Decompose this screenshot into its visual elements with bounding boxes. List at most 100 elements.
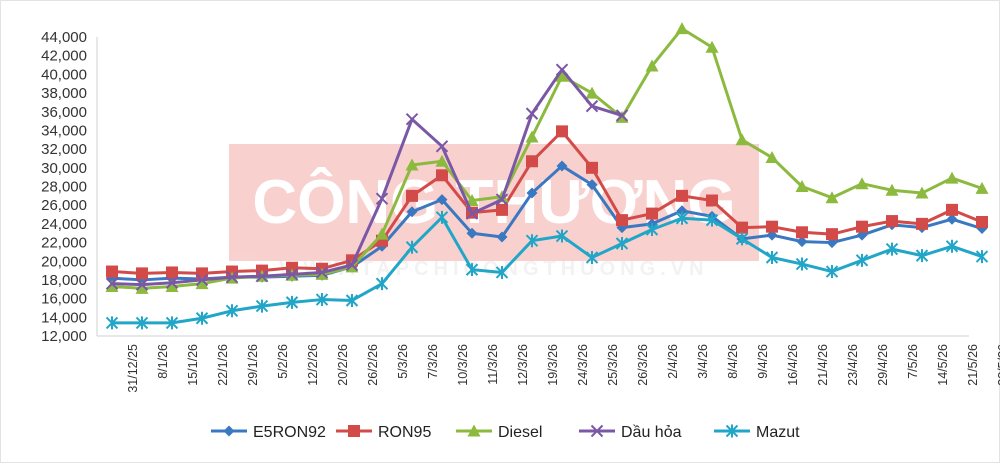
data-point: [946, 213, 958, 225]
data-point: [496, 231, 508, 243]
data-point: [975, 250, 989, 264]
x-tick-label: 16/4/26: [786, 344, 800, 386]
x-tick-label: 22/1/26: [216, 344, 230, 386]
data-point: [405, 113, 419, 126]
data-point: [556, 125, 568, 138]
data-point: [825, 191, 839, 204]
watermark-sub-text: WWW.TAPCHICONGTHUONG.VN: [279, 258, 708, 280]
legend-label: Dầu hỏa: [621, 424, 682, 441]
data-point: [135, 278, 149, 291]
y-tick-label: 38,000: [41, 85, 87, 102]
data-point: [795, 257, 809, 271]
data-point: [735, 232, 749, 246]
data-point: [526, 187, 538, 199]
data-point: [885, 183, 899, 196]
data-point: [765, 151, 779, 164]
data-point: [976, 216, 988, 229]
data-point: [915, 249, 929, 263]
data-point: [735, 133, 749, 146]
x-tick-label: 26/3/26: [636, 344, 650, 386]
legend-label: Diesel: [498, 424, 542, 441]
data-point: [345, 258, 359, 272]
data-point: [525, 234, 539, 248]
x-tick-label: 19/3/26: [546, 344, 560, 386]
y-tick-label: 28,000: [41, 179, 87, 196]
data-point: [496, 203, 508, 216]
data-point: [435, 210, 449, 224]
data-point: [555, 229, 569, 243]
data-point: [615, 236, 629, 250]
x-tick-label: 21/4/26: [816, 344, 830, 386]
data-point: [405, 158, 419, 171]
data-point: [195, 273, 209, 287]
x-tick-label: 12/2/26: [306, 344, 320, 386]
x-tick-label: 12/3/26: [516, 344, 530, 386]
data-point: [375, 192, 389, 205]
data-point: [106, 265, 118, 278]
x-tick-label: 7/3/26: [426, 344, 440, 379]
series-4: [105, 210, 989, 330]
x-tick-label: 9/4/26: [756, 344, 770, 379]
legend-item: Diesel: [456, 424, 542, 441]
data-point: [916, 217, 928, 230]
data-point: [375, 277, 389, 291]
data-point: [555, 63, 569, 76]
data-point: [285, 268, 299, 281]
x-tick-label: 5/3/26: [396, 344, 410, 379]
y-tick-label: 42,000: [41, 48, 87, 65]
legend-marker: [348, 425, 360, 437]
data-point: [585, 251, 599, 265]
x-tick-label: 21/5/26: [966, 344, 980, 386]
data-point: [525, 107, 539, 120]
data-point: [465, 263, 479, 277]
data-point: [676, 189, 688, 202]
axes: [96, 37, 969, 337]
x-tick-label: 5/2/26: [276, 344, 290, 379]
data-point: [586, 161, 598, 174]
data-point: [135, 281, 149, 294]
data-point: [706, 194, 718, 207]
x-tick-label: 2/4/26: [666, 344, 680, 379]
data-point: [555, 69, 569, 82]
data-point: [135, 316, 149, 330]
legend-item: Mazut: [714, 424, 800, 441]
data-point: [165, 279, 179, 292]
legend-item: RON95: [336, 424, 431, 441]
x-tick-label: 7/5/26: [906, 344, 920, 379]
data-point: [705, 40, 719, 53]
data-point: [855, 253, 869, 267]
data-point: [585, 99, 599, 113]
data-point: [645, 222, 659, 236]
data-point: [856, 220, 868, 233]
data-point: [465, 207, 479, 220]
data-point: [435, 140, 449, 153]
y-tick-label: 12,000: [41, 328, 87, 345]
y-tick-label: 44,000: [41, 29, 87, 46]
y-tick-label: 16,000: [41, 291, 87, 308]
data-point: [616, 214, 628, 227]
data-point: [285, 295, 299, 309]
data-point: [586, 179, 598, 191]
data-point: [436, 169, 448, 182]
legend-marker: [590, 424, 604, 438]
x-tick-label: 14/5/26: [936, 344, 950, 386]
y-tick-label: 32,000: [41, 141, 87, 158]
data-point: [195, 277, 209, 290]
data-point: [315, 293, 329, 307]
series-line: [112, 215, 983, 325]
data-point: [105, 316, 119, 330]
y-tick-label: 14,000: [41, 309, 87, 326]
y-tick-label: 20,000: [41, 253, 87, 270]
data-point: [495, 265, 509, 279]
x-tick-label: 29/1/26: [246, 344, 260, 386]
data-point: [556, 160, 568, 172]
data-point: [526, 155, 538, 168]
data-point: [406, 206, 418, 218]
data-point: [375, 227, 389, 240]
y-tick-label: 36,000: [41, 104, 87, 121]
y-tick-label: 24,000: [41, 216, 87, 233]
x-tick-label: 20/2/26: [336, 344, 350, 386]
